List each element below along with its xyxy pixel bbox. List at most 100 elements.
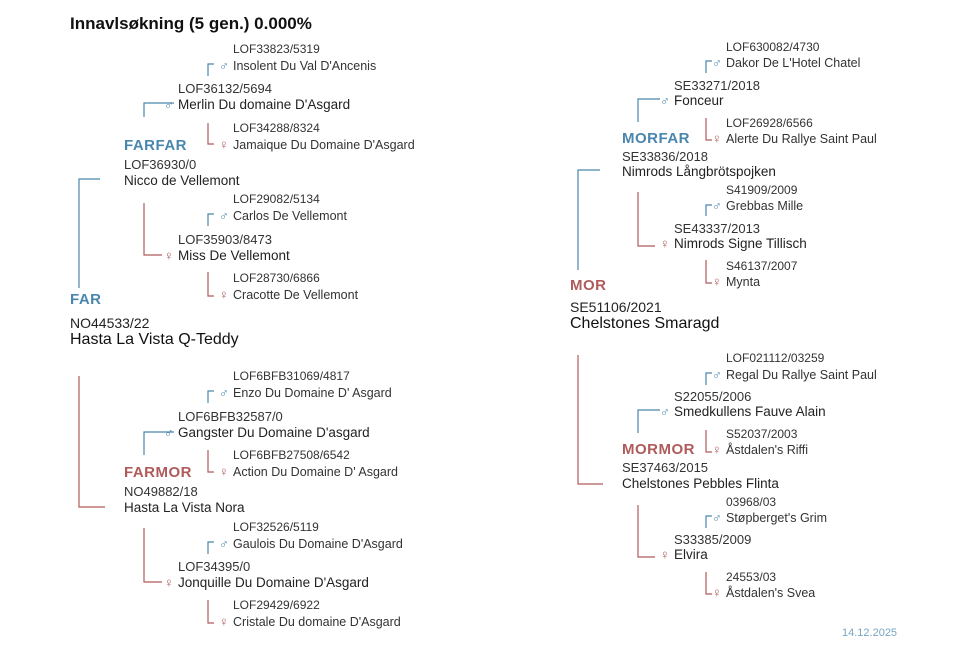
female-icon: ♀ bbox=[164, 575, 174, 590]
morfar-mother-reg: SE43337/2013 bbox=[674, 221, 761, 236]
male-icon: ♂ bbox=[219, 208, 229, 223]
farmor-name: Hasta La Vista Nora bbox=[124, 500, 245, 515]
mormor-mother-name-row: ♀ Elvira bbox=[660, 547, 708, 562]
male-icon: ♂ bbox=[219, 536, 229, 551]
farmor-reg: NO49882/18 bbox=[124, 484, 198, 499]
female-icon: ♀ bbox=[660, 547, 670, 562]
morfar-mother-name: Nimrods Signe Tillisch bbox=[674, 236, 807, 251]
mor-label: MOR bbox=[570, 277, 607, 294]
farmor-label: FARMOR bbox=[124, 464, 192, 481]
male-icon: ♂ bbox=[219, 385, 229, 400]
g4-row: ♂ Grebbas Mille bbox=[712, 198, 803, 213]
farfar-label: FARFAR bbox=[124, 137, 187, 154]
g4-row: ♀ Action Du Domaine D' Asgard bbox=[219, 464, 398, 479]
female-icon: ♀ bbox=[219, 287, 229, 302]
farmor-mother-name: Jonquille Du Domaine D'Asgard bbox=[178, 575, 369, 590]
g4-row: ♀ Mynta bbox=[712, 274, 760, 289]
morfar-reg: SE33836/2018 bbox=[622, 149, 709, 164]
male-icon: ♂ bbox=[164, 97, 174, 112]
mormor-reg: SE37463/2015 bbox=[622, 460, 709, 475]
g4-reg: LOF6BFB31069/4817 bbox=[233, 369, 350, 383]
farfar-mother-name-row: ♀ Miss De Vellemont bbox=[164, 248, 290, 263]
g4-reg: S41909/2009 bbox=[726, 183, 798, 197]
g4-name: Action Du Domaine D' Asgard bbox=[233, 465, 398, 479]
farfar-mother-reg: LOF35903/8473 bbox=[178, 232, 272, 247]
far-name: Hasta La Vista Q-Teddy bbox=[70, 331, 239, 348]
male-icon: ♂ bbox=[164, 425, 174, 440]
g4-name: Regal Du Rallye Saint Paul bbox=[726, 368, 877, 382]
g4-row: ♂ Regal Du Rallye Saint Paul bbox=[712, 367, 877, 382]
female-icon: ♀ bbox=[712, 131, 722, 146]
female-icon: ♀ bbox=[712, 442, 722, 457]
g4-name: Jamaique Du Domaine D'Asgard bbox=[233, 138, 415, 152]
g4-reg: LOF6BFB27508/6542 bbox=[233, 448, 350, 462]
g4-reg: LOF33823/5319 bbox=[233, 42, 320, 56]
farmor-father-reg: LOF6BFB32587/0 bbox=[178, 409, 283, 424]
farfar-father-name-row: ♂ Merlin Du domaine D'Asgard bbox=[164, 97, 350, 112]
g4-reg: S52037/2003 bbox=[726, 427, 798, 441]
mormor-mother-name: Elvira bbox=[674, 547, 708, 562]
g4-reg: LOF28730/6866 bbox=[233, 271, 320, 285]
far-reg: NO44533/22 bbox=[70, 315, 150, 331]
g4-reg: LOF26928/6566 bbox=[726, 116, 813, 130]
g4-reg: LOF29082/5134 bbox=[233, 192, 320, 206]
g4-name: Åstdalen's Riffi bbox=[726, 443, 809, 457]
farfar-father-reg: LOF36132/5694 bbox=[178, 81, 272, 96]
g4-row: ♂ Carlos De Vellemont bbox=[219, 208, 347, 223]
g4-name: Åstdalen's Svea bbox=[726, 586, 816, 600]
farmor-mother-reg: LOF34395/0 bbox=[178, 559, 251, 574]
g4-row: ♂ Insolent Du Val D'Ancenis bbox=[219, 58, 376, 73]
female-icon: ♀ bbox=[219, 614, 229, 629]
g4-name: Gaulois Du Domaine D'Asgard bbox=[233, 537, 403, 551]
g4-row: ♂ Gaulois Du Domaine D'Asgard bbox=[219, 536, 403, 551]
g4-reg: 24553/03 bbox=[726, 570, 777, 584]
female-icon: ♀ bbox=[219, 137, 229, 152]
g4-name: Enzo Du Domaine D' Asgard bbox=[233, 386, 392, 400]
male-icon: ♂ bbox=[660, 404, 670, 419]
g4-name: Alerte Du Rallye Saint Paul bbox=[726, 132, 877, 146]
g4-row: ♀ Åstdalen's Svea bbox=[712, 585, 815, 600]
farfar-father-name: Merlin Du domaine D'Asgard bbox=[178, 97, 351, 112]
male-icon: ♂ bbox=[712, 55, 722, 70]
female-icon: ♀ bbox=[712, 585, 722, 600]
male-icon: ♂ bbox=[712, 510, 722, 525]
print-date: 14.12.2025 bbox=[842, 627, 898, 639]
g4-reg: S46137/2007 bbox=[726, 259, 798, 273]
farmor-father-name-row: ♂ Gangster Du Domaine D'asgard bbox=[164, 425, 370, 440]
g4-name: Grebbas Mille bbox=[726, 199, 804, 213]
morfar-name: Nimrods Långbrötspojken bbox=[622, 164, 776, 179]
g4-row: ♀ Åstdalen's Riffi bbox=[712, 442, 808, 457]
g4-name: Insolent Du Val D'Ancenis bbox=[233, 59, 377, 73]
g4-name: Mynta bbox=[726, 275, 761, 289]
male-icon: ♂ bbox=[219, 58, 229, 73]
g4-reg: LOF34288/8324 bbox=[233, 121, 320, 135]
g4-row: ♂ Støpberget's Grim bbox=[712, 510, 827, 525]
g4-row: ♂ Dakor De L'Hotel Chatel bbox=[712, 55, 860, 70]
farfar-mother-name: Miss De Vellemont bbox=[178, 248, 290, 263]
farmor-father-name: Gangster Du Domaine D'asgard bbox=[178, 425, 370, 440]
g4-row: ♀ Alerte Du Rallye Saint Paul bbox=[712, 131, 877, 146]
page-title: Innavlsøkning (5 gen.) 0.000% bbox=[70, 14, 312, 33]
morfar-label: MORFAR bbox=[622, 130, 690, 147]
g4-name: Cristale Du domaine D'Asgard bbox=[233, 615, 401, 629]
g4-reg: 03968/03 bbox=[726, 495, 777, 509]
g4-reg: LOF630082/4730 bbox=[726, 40, 820, 54]
g4-name: Cracotte De Vellemont bbox=[233, 288, 359, 302]
far-label: FAR bbox=[70, 291, 102, 308]
male-icon: ♂ bbox=[712, 198, 722, 213]
g4-reg: LOF32526/5119 bbox=[233, 520, 319, 534]
mormor-mother-reg: S33385/2009 bbox=[674, 532, 752, 547]
female-icon: ♀ bbox=[660, 236, 670, 251]
female-icon: ♀ bbox=[712, 274, 722, 289]
g4-row: ♂ Enzo Du Domaine D' Asgard bbox=[219, 385, 392, 400]
farfar-name: Nicco de Vellemont bbox=[124, 173, 240, 188]
female-icon: ♀ bbox=[164, 248, 174, 263]
morfar-father-name-row: ♂ Fonceur bbox=[660, 93, 724, 108]
male-icon: ♂ bbox=[712, 367, 722, 382]
mor-reg: SE51106/2021 bbox=[570, 299, 662, 315]
g4-reg: LOF29429/6922 bbox=[233, 598, 320, 612]
male-icon: ♂ bbox=[660, 93, 670, 108]
g4-reg: LOF021112/03259 bbox=[726, 351, 825, 365]
female-icon: ♀ bbox=[219, 464, 229, 479]
